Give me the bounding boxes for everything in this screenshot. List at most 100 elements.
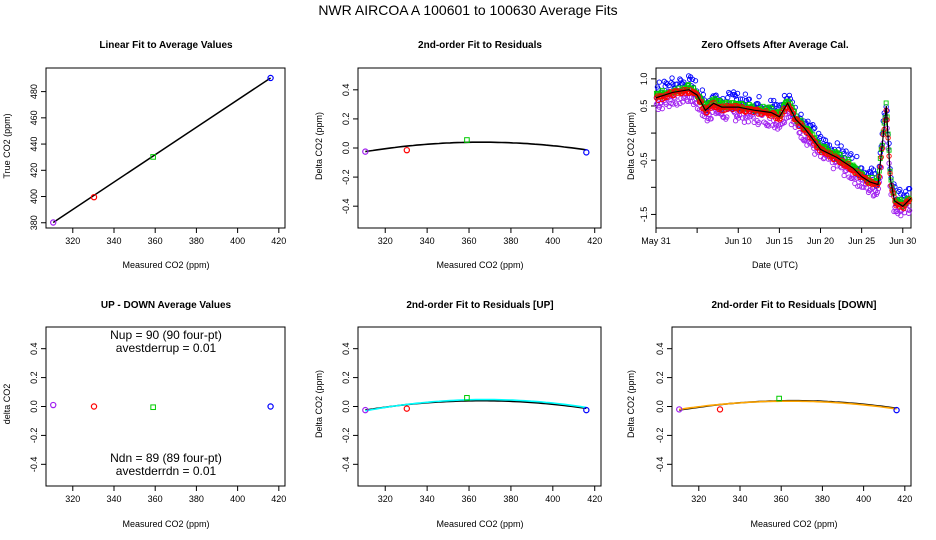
- y-axis-label: delta CO2: [2, 384, 12, 425]
- data-point: [663, 80, 669, 86]
- x-tick-label: 380: [815, 494, 830, 504]
- data-point: [777, 115, 784, 121]
- panel-title: 2nd-order Fit to Residuals: [418, 40, 542, 51]
- data-point: [739, 115, 746, 121]
- data-point-green: [150, 404, 156, 411]
- data-point: [741, 108, 748, 115]
- data-point: [826, 142, 833, 148]
- data-point-green: [464, 395, 470, 401]
- y-tick-label: 460: [29, 110, 39, 125]
- x-tick-label: 360: [148, 236, 163, 246]
- data-point: [817, 133, 824, 140]
- trend-line: [655, 89, 912, 208]
- y-tick-label: 420: [29, 163, 39, 178]
- avestderrdn-annotation: avestderrdn = 0.01: [116, 464, 217, 478]
- data-point: [654, 100, 661, 106]
- fit-curve-orange: [679, 400, 897, 411]
- data-point-red: [403, 405, 411, 412]
- y-tick-label: 0.4: [341, 342, 351, 355]
- x-axis-label: Measured CO2 (ppm): [750, 519, 837, 529]
- x-tick-label: 400: [545, 494, 560, 504]
- data-point: [805, 118, 811, 124]
- data-point-purple: [50, 219, 57, 226]
- x-tick-label: Jun 15: [766, 236, 793, 246]
- data-point: [872, 171, 879, 177]
- figure-title: NWR AIRCOA A 100601 to 100630 Average Fi…: [318, 2, 617, 18]
- x-axis-label: Measured CO2 (ppm): [122, 519, 209, 529]
- data-point: [727, 91, 733, 97]
- y-tick-label: -0.2: [341, 169, 351, 185]
- data-point: [774, 102, 780, 108]
- data-point: [723, 99, 729, 105]
- data-point: [905, 210, 912, 216]
- data-point-red: [90, 193, 98, 201]
- data-point: [898, 197, 904, 203]
- x-axis-label: Measured CO2 (ppm): [436, 519, 523, 529]
- x-tick-label: 400: [545, 236, 560, 246]
- data-point: [898, 191, 904, 197]
- data-point: [674, 102, 680, 108]
- panel-title: 2nd-order Fit to Residuals [DOWN]: [712, 300, 877, 311]
- data-point: [776, 124, 783, 130]
- data-point: [744, 113, 750, 119]
- data-point: [772, 102, 778, 108]
- y-tick-label: -0.2: [655, 428, 665, 444]
- data-point: [834, 140, 840, 146]
- data-point-red: [403, 146, 411, 154]
- data-point: [906, 196, 913, 203]
- data-point: [756, 119, 762, 126]
- data-point: [903, 188, 909, 195]
- x-tick-label: 340: [106, 494, 121, 504]
- data-point: [677, 76, 683, 82]
- x-tick-label: 320: [65, 236, 80, 246]
- y-tick-label: 0.0: [655, 400, 665, 413]
- y-tick-label: 0.4: [655, 342, 665, 355]
- y-tick-label: 0.2: [341, 371, 351, 384]
- data-point: [711, 99, 717, 106]
- x-tick-label: 380: [189, 236, 204, 246]
- y-axis-label: True CO2 (ppm): [2, 113, 12, 178]
- panel-linear-fit: Linear Fit to Average Values Measured CO…: [2, 40, 286, 270]
- y-tick-label: 0.2: [655, 371, 665, 384]
- y-tick-label: 0.4: [29, 342, 39, 355]
- y-tick-label: 0.5: [639, 100, 649, 113]
- data-point-green: [464, 137, 470, 143]
- data-point: [741, 119, 748, 125]
- x-tick-label: 420: [897, 494, 912, 504]
- x-tick-label: 360: [774, 494, 789, 504]
- panel-zero-offsets: Zero Offsets After Average Cal. Date (UT…: [626, 40, 916, 270]
- y-tick-label: -0.4: [29, 457, 39, 473]
- avestderrup-annotation: avestderrup = 0.01: [116, 341, 217, 355]
- y-tick-label: 0.0: [341, 142, 351, 155]
- data-point: [830, 166, 837, 172]
- x-tick-label: 340: [106, 236, 121, 246]
- data-point: [689, 76, 696, 82]
- data-point: [797, 129, 803, 136]
- data-point: [859, 184, 865, 190]
- data-point: [692, 78, 699, 84]
- y-axis-label: Delta CO2 (ppm): [314, 112, 324, 180]
- y-tick-label: 380: [29, 215, 39, 230]
- y-tick-label: -0.2: [341, 428, 351, 444]
- data-point: [689, 98, 696, 104]
- fit-line: [52, 77, 271, 224]
- x-tick-label: 320: [65, 494, 80, 504]
- data-point: [874, 189, 881, 196]
- y-axis-label: Delta CO2 (ppm): [626, 370, 636, 438]
- data-point-red: [90, 403, 98, 410]
- panel-title: Linear Fit to Average Values: [99, 40, 233, 51]
- x-tick-label: 340: [732, 494, 747, 504]
- data-point-purple: [362, 406, 369, 414]
- y-tick-label: -0.5: [639, 152, 649, 168]
- fit-curve-black: [365, 141, 587, 153]
- data-point: [854, 153, 860, 160]
- panel-title: 2nd-order Fit to Residuals [UP]: [406, 300, 553, 311]
- y-tick-label: 480: [29, 84, 39, 99]
- x-tick-label: 400: [230, 236, 245, 246]
- panel-residual-fit-down: 2nd-order Fit to Residuals [DOWN] Measur…: [626, 300, 912, 529]
- data-point: [795, 120, 801, 126]
- data-point: [883, 100, 889, 106]
- data-point: [906, 186, 913, 192]
- data-point: [837, 151, 843, 157]
